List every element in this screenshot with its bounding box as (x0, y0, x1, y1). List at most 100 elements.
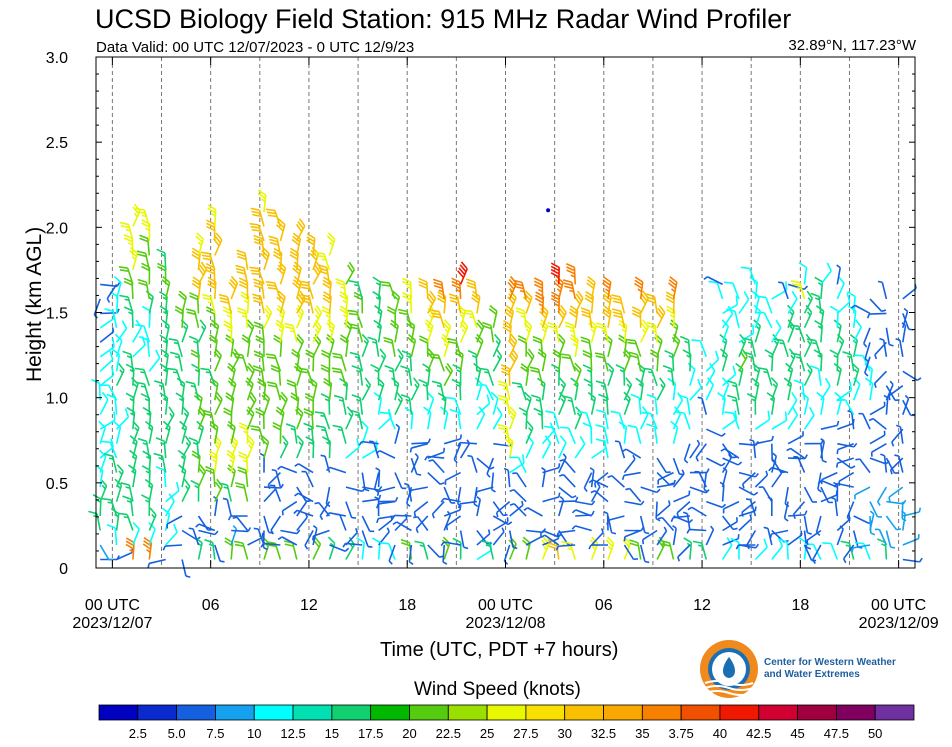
barb-staff (453, 443, 462, 460)
barb-feather (480, 540, 490, 544)
wind-barb (689, 486, 710, 494)
barb-staff (869, 298, 883, 312)
wind-barb (790, 280, 806, 300)
wind-barb (442, 544, 448, 565)
barb-half-feather (721, 432, 726, 437)
wind-barb (569, 334, 579, 357)
barb-half-feather (807, 531, 812, 535)
barb-feather (125, 543, 135, 550)
barb-feather (692, 540, 702, 544)
wind-barb (649, 349, 660, 372)
barb-feather (763, 538, 768, 548)
barb-half-feather (523, 507, 529, 511)
barb-half-feather (453, 458, 458, 464)
wind-barb (270, 364, 282, 386)
barb-staff (820, 270, 832, 285)
wind-barb (166, 515, 183, 529)
wind-barb (896, 424, 904, 444)
wind-barb (787, 406, 799, 430)
wind-barb (833, 319, 842, 343)
barb-feather (266, 211, 276, 215)
wind-barb (165, 481, 180, 503)
barb-half-feather (440, 541, 445, 547)
barb-half-feather (369, 440, 374, 443)
barb-staff (297, 492, 314, 503)
barb-feather (349, 351, 359, 356)
barb-half-feather (283, 441, 288, 447)
barb-half-feather (688, 490, 691, 496)
barb-staff (413, 500, 429, 513)
barb-feather (255, 338, 265, 344)
barb-staff (722, 537, 739, 546)
barb-feather (547, 325, 557, 330)
barb-staff (837, 422, 854, 430)
barb-staff (812, 544, 822, 561)
barb-half-feather (735, 544, 740, 550)
wind-barb (641, 529, 658, 545)
barb-feather (253, 278, 263, 283)
wind-barb (319, 501, 331, 521)
wind-barb (413, 500, 429, 517)
wind-barb (507, 290, 517, 314)
wind-barb (155, 466, 167, 488)
y-tick-label: 1.5 (46, 306, 68, 323)
barb-staff (888, 486, 904, 498)
barb-feather (253, 365, 263, 370)
barb-feather (316, 254, 326, 258)
barb-feather (257, 192, 266, 199)
barb-staff (871, 443, 887, 453)
wind-barb (741, 500, 756, 517)
barb-feather (387, 305, 396, 312)
barb-half-feather (697, 396, 703, 400)
barb-feather (157, 262, 166, 269)
wind-barb (154, 380, 167, 401)
wind-barb (441, 333, 450, 358)
barb-half-feather (901, 517, 907, 522)
barb-half-feather (817, 325, 823, 330)
barb-feather (432, 315, 442, 319)
barb-staff (852, 310, 857, 328)
barb-feather (392, 290, 400, 298)
wind-barb (798, 261, 808, 285)
wind-barb (627, 424, 642, 444)
wind-barb (304, 530, 314, 550)
wind-barb (295, 304, 305, 329)
barb-staff (820, 443, 824, 461)
barb-feather (559, 426, 569, 429)
barb-feather (477, 319, 485, 328)
barb-feather (596, 409, 606, 414)
barb-half-feather (591, 500, 596, 506)
wind-barb (804, 439, 825, 445)
barb-half-feather (507, 444, 513, 449)
barb-staff (492, 414, 503, 430)
barb-half-feather (621, 475, 625, 480)
wind-barb (574, 406, 583, 430)
barb-feather (742, 337, 752, 341)
barb-feather (486, 394, 491, 404)
barb-staff (484, 384, 495, 401)
barb-feather (629, 539, 639, 544)
barb-feather (740, 351, 747, 360)
barb-staff (267, 472, 281, 486)
wind-barb (526, 528, 547, 534)
barb-half-feather (192, 441, 198, 446)
barb-half-feather (404, 482, 409, 486)
barb-feather (791, 290, 798, 300)
wind-barb (162, 544, 183, 551)
barb-feather (333, 355, 343, 359)
barb-staff (590, 486, 601, 502)
wind-barb (708, 280, 724, 300)
barb-feather (383, 339, 393, 344)
wind-barb (267, 381, 282, 401)
barb-feather (565, 263, 575, 269)
wind-barb (573, 362, 582, 386)
barb-half-feather (648, 371, 653, 374)
barb-feather (321, 305, 331, 312)
barb-feather (235, 264, 245, 269)
wind-barb (788, 454, 808, 460)
barb-feather (533, 407, 543, 413)
barb-half-feather (535, 398, 541, 402)
barb-feather (119, 269, 129, 273)
wind-barb (462, 309, 478, 329)
barb-feather (508, 278, 516, 287)
